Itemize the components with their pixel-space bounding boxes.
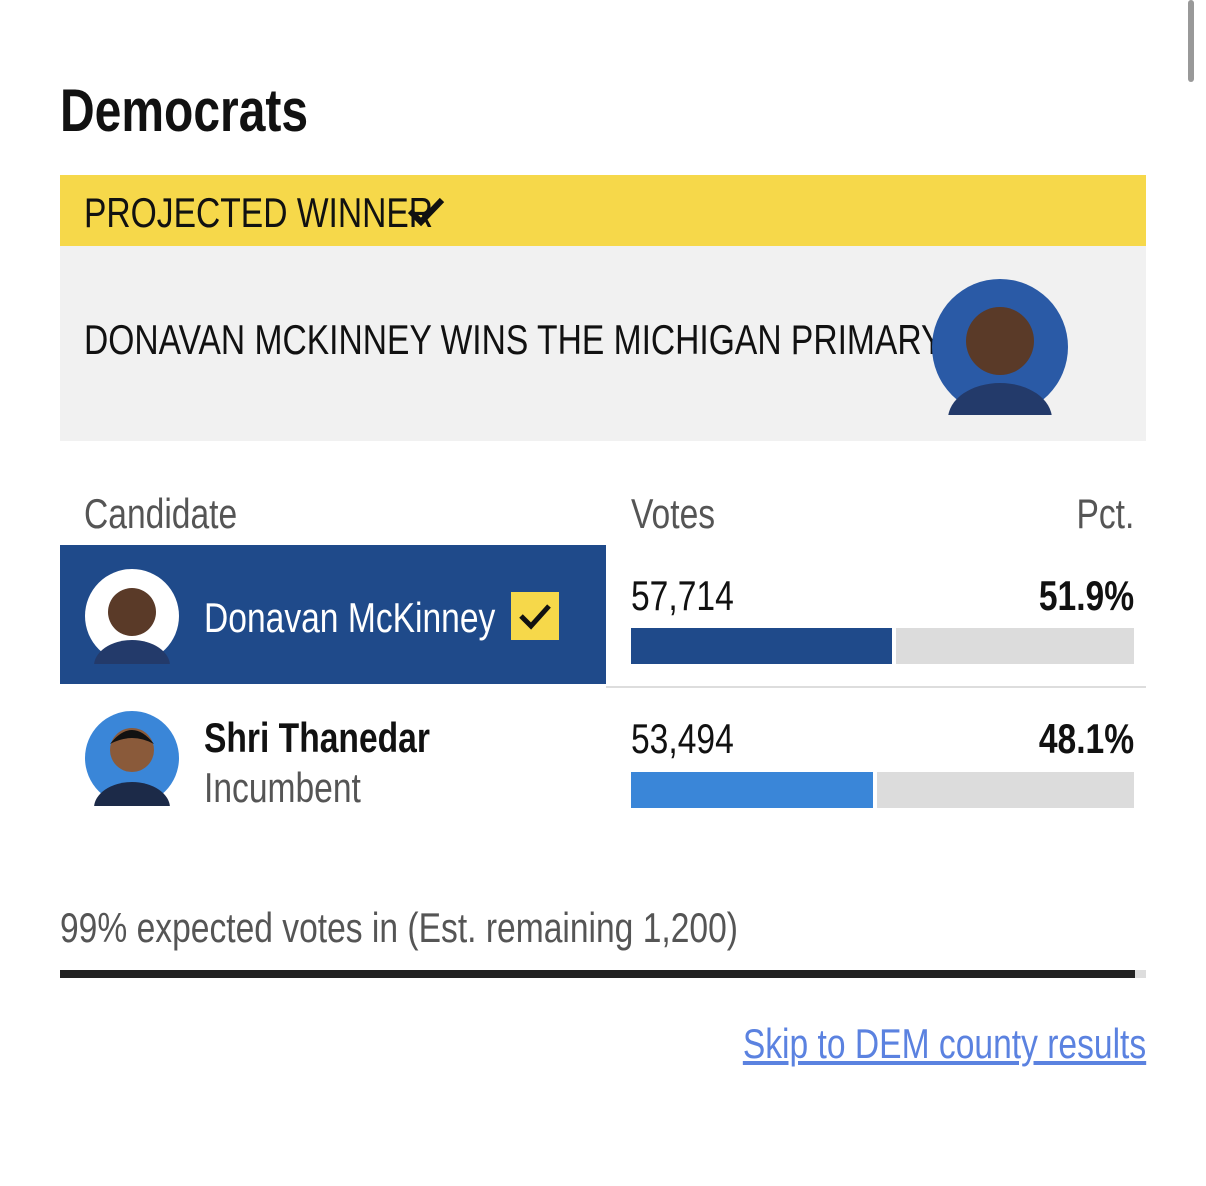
section-title: Democrats [60, 77, 309, 144]
candidate-note: Incumbent [204, 764, 361, 811]
pct: 51.9% [1038, 572, 1134, 619]
header-pct: Pct. [1076, 490, 1134, 537]
expected-text: 99% expected votes in (Est. remaining 1,… [60, 904, 738, 951]
progress-bar [60, 970, 1136, 978]
banner-label: PROJECTED WINNER [84, 189, 434, 236]
vote-bar [631, 772, 877, 808]
banner-box: DONAVAN MCKINNEY WINS THE MICHIGAN PRIMA… [60, 246, 1146, 441]
winner-check [511, 592, 559, 640]
banner-bar: PROJECTED WINNER [60, 175, 1146, 246]
votes: 57,714 [631, 572, 734, 619]
check-icon [407, 197, 445, 227]
divider [606, 686, 1146, 688]
header-candidate: Candidate [84, 490, 238, 537]
avatar [85, 711, 179, 806]
bar-track [631, 772, 1134, 808]
county-link[interactable]: Skip to DEM county results [742, 1020, 1146, 1067]
votes: 53,494 [631, 715, 734, 762]
progress-track [60, 970, 1146, 978]
candidate-name: Shri Thanedar [204, 714, 430, 761]
pct: 48.1% [1038, 715, 1134, 762]
bar-track [631, 628, 1134, 664]
header-votes: Votes [631, 490, 716, 537]
avatar [85, 569, 179, 664]
candidate-name: Donavan McKinney [204, 594, 496, 641]
headline: DONAVAN MCKINNEY WINS THE MICHIGAN PRIMA… [84, 316, 944, 363]
winner-photo [932, 279, 1068, 415]
scrollbar [1188, 0, 1194, 82]
vote-bar [631, 628, 897, 664]
